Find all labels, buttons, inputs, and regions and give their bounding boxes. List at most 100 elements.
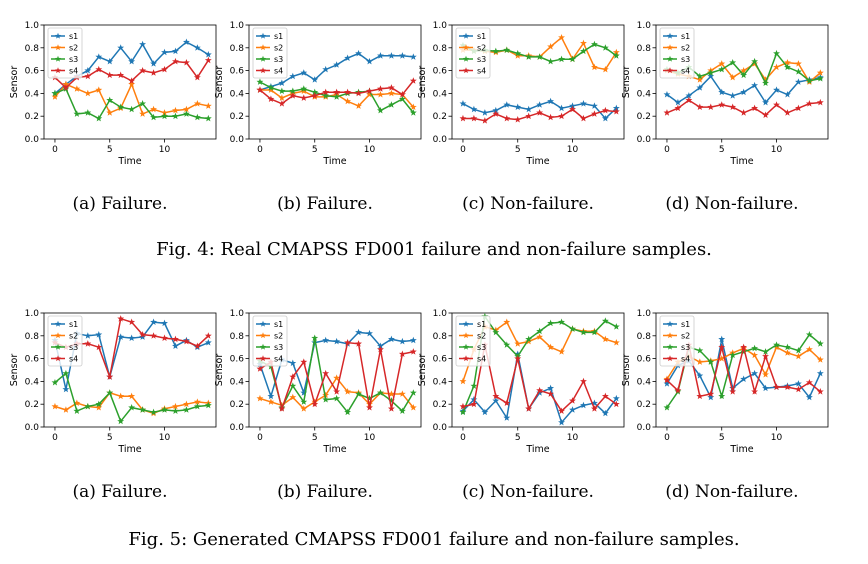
data-point-s4 bbox=[503, 399, 511, 406]
y-tick-label: 0.6 bbox=[433, 67, 448, 77]
y-tick-label: 0.0 bbox=[25, 135, 40, 145]
y-tick-label: 0.8 bbox=[25, 44, 40, 54]
data-point-s3 bbox=[344, 408, 352, 416]
x-axis-label: Time bbox=[322, 444, 346, 455]
data-point-s4 bbox=[612, 400, 620, 408]
data-point-s3 bbox=[95, 400, 103, 408]
x-tick-label: 5 bbox=[719, 145, 725, 155]
panel-caption: (d) Non-failure. bbox=[665, 194, 798, 214]
data-point-s4 bbox=[601, 392, 609, 400]
legend-label-s4: s4 bbox=[274, 355, 283, 364]
data-point-s3 bbox=[73, 407, 81, 414]
legend-box bbox=[252, 315, 288, 367]
data-point-s1 bbox=[612, 394, 620, 402]
legend-label-s3: s3 bbox=[69, 343, 78, 352]
x-tick-label: 10 bbox=[567, 433, 579, 443]
data-point-s4 bbox=[150, 332, 157, 339]
data-point-s1 bbox=[492, 397, 500, 404]
y-tick-label: 0.4 bbox=[25, 89, 40, 99]
data-point-s4 bbox=[696, 392, 704, 400]
data-point-s1 bbox=[84, 332, 92, 339]
data-point-s1 bbox=[289, 359, 297, 367]
data-point-s3 bbox=[388, 397, 395, 404]
data-point-s1 bbox=[161, 319, 168, 327]
data-point-s2 bbox=[289, 393, 297, 401]
y-axis-label: Sensor bbox=[9, 354, 20, 387]
data-point-s4 bbox=[591, 405, 598, 412]
data-point-s3 bbox=[762, 348, 769, 355]
data-point-s3 bbox=[536, 53, 544, 60]
data-point-s1 bbox=[481, 408, 489, 416]
legend-label-s1: s1 bbox=[274, 32, 283, 41]
data-point-s1 bbox=[311, 76, 319, 83]
data-point-s1 bbox=[150, 60, 157, 67]
panel-caption: (b) Failure. bbox=[277, 194, 373, 214]
legend-label-s4: s4 bbox=[69, 355, 78, 364]
data-point-s3 bbox=[117, 417, 125, 425]
data-point-s3 bbox=[51, 378, 59, 386]
legend-label-s4: s4 bbox=[681, 355, 690, 364]
data-point-s4 bbox=[398, 350, 406, 357]
data-point-s1 bbox=[663, 380, 671, 387]
legend-marker-s4 bbox=[462, 355, 470, 362]
data-point-s3 bbox=[558, 318, 565, 326]
x-tick-label: 0 bbox=[664, 433, 670, 443]
data-point-s3 bbox=[762, 79, 769, 87]
data-point-s1 bbox=[707, 393, 715, 401]
data-point-s1 bbox=[409, 336, 417, 344]
data-point-s3 bbox=[612, 323, 620, 330]
data-point-s3 bbox=[558, 55, 565, 63]
data-point-s3 bbox=[377, 106, 384, 114]
data-point-s3 bbox=[267, 84, 275, 91]
panel-caption: (a) Failure. bbox=[73, 194, 168, 214]
data-point-s1 bbox=[366, 329, 373, 337]
data-point-s2 bbox=[193, 398, 201, 405]
data-point-s4 bbox=[536, 109, 544, 116]
data-point-s4 bbox=[388, 84, 395, 91]
data-point-s1 bbox=[204, 51, 212, 58]
data-point-s1 bbox=[580, 401, 587, 409]
data-point-s2 bbox=[62, 80, 70, 88]
data-point-s1 bbox=[161, 48, 168, 56]
legend-marker-s1 bbox=[666, 320, 674, 327]
data-point-s1 bbox=[601, 114, 609, 122]
y-tick-label: 0.8 bbox=[433, 332, 448, 342]
data-point-s3 bbox=[128, 105, 136, 113]
data-point-s3 bbox=[805, 331, 813, 338]
legend-marker-s4 bbox=[54, 355, 62, 362]
data-point-s3 bbox=[816, 340, 824, 347]
x-tick-label: 10 bbox=[771, 433, 783, 443]
data-point-s3 bbox=[601, 317, 609, 324]
data-point-s4 bbox=[784, 383, 791, 391]
data-point-s2 bbox=[773, 343, 780, 351]
data-point-s3 bbox=[289, 382, 297, 389]
data-point-s4 bbox=[150, 69, 157, 76]
data-point-s2 bbox=[580, 39, 587, 47]
data-point-s4 bbox=[816, 388, 824, 395]
data-point-s2 bbox=[355, 102, 362, 109]
data-point-s4 bbox=[355, 340, 362, 347]
data-point-s2 bbox=[591, 63, 598, 71]
legend-marker-s4 bbox=[666, 355, 674, 362]
y-tick-label: 0.4 bbox=[433, 89, 448, 99]
plot-frame bbox=[43, 24, 217, 140]
data-point-s1 bbox=[558, 104, 565, 112]
data-point-s3 bbox=[161, 112, 168, 120]
data-point-s2 bbox=[267, 398, 275, 405]
x-axis-label: Time bbox=[117, 444, 141, 455]
data-point-s1 bbox=[333, 61, 341, 68]
data-point-s3 bbox=[740, 348, 748, 355]
data-point-s3 bbox=[333, 93, 341, 100]
data-point-s1 bbox=[398, 52, 406, 59]
legend-label-s2: s2 bbox=[69, 44, 78, 53]
data-point-s3 bbox=[256, 78, 264, 85]
data-point-s1 bbox=[773, 86, 780, 93]
data-point-s3 bbox=[492, 328, 500, 336]
data-point-s3 bbox=[183, 110, 190, 117]
data-point-s4 bbox=[300, 358, 308, 365]
legend-label-s3: s3 bbox=[274, 343, 283, 352]
data-point-s2 bbox=[525, 337, 533, 345]
data-point-s2 bbox=[51, 93, 59, 100]
legend-label-s3: s3 bbox=[274, 55, 283, 64]
data-point-s1 bbox=[696, 84, 704, 91]
